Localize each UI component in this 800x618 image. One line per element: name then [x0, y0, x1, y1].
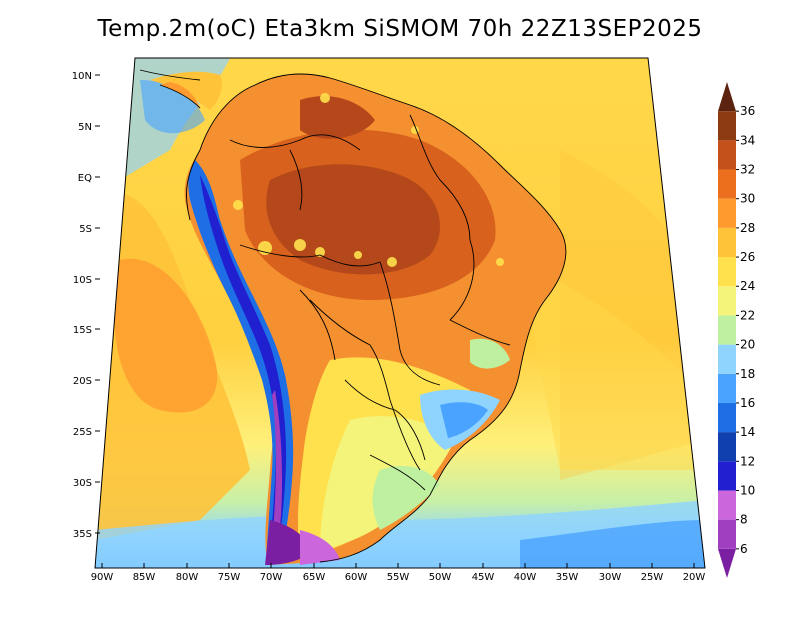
- lon-label: 45W: [472, 572, 495, 583]
- colorbar-label: 34: [740, 133, 755, 147]
- colorbar-box: [718, 140, 736, 170]
- colorbar-label: 26: [740, 250, 755, 264]
- colorbar-box: [718, 344, 736, 374]
- colorbar-box: [718, 315, 736, 345]
- lon-label: 80W: [176, 572, 199, 583]
- colorbar-label: 30: [740, 192, 755, 206]
- lon-label: 25W: [641, 572, 664, 583]
- lat-axis: [95, 74, 100, 534]
- colorbar-box: [718, 227, 736, 258]
- lon-label: 85W: [133, 572, 156, 583]
- colorbar-label: 32: [740, 163, 755, 177]
- lat-label: 25S: [73, 427, 92, 438]
- lon-label: 90W: [91, 572, 114, 583]
- colorbar-label: 12: [740, 454, 755, 468]
- temperature-field: [95, 58, 705, 568]
- colorbar-label: 10: [740, 483, 755, 497]
- lat-label: 35S: [73, 529, 92, 540]
- lat-label: 15S: [73, 325, 92, 336]
- colorbar-label: 24: [740, 279, 755, 293]
- colorbar-box: [718, 257, 736, 287]
- colorbar-box: [718, 490, 736, 520]
- colorbar-arrow-bottom: [718, 548, 736, 578]
- colorbar-box: [718, 198, 736, 228]
- colorbar-label: 14: [740, 425, 755, 439]
- colorbar-label: 18: [740, 367, 755, 381]
- colorbar-label: 20: [740, 338, 755, 352]
- colorbar-box: [718, 402, 736, 433]
- lon-axis: [101, 563, 695, 568]
- colorbar-label: 16: [740, 396, 755, 410]
- lon-label: 60W: [345, 572, 368, 583]
- lon-label: 65W: [303, 572, 326, 583]
- lon-label: 70W: [260, 572, 283, 583]
- colorbar-box: [718, 169, 736, 199]
- colorbar-label: 28: [740, 221, 755, 235]
- lat-label: EQ: [78, 173, 92, 184]
- lon-label: 50W: [429, 572, 452, 583]
- map-frame: [94, 57, 706, 569]
- lon-label: 30W: [599, 572, 622, 583]
- colorbar-box: [718, 111, 736, 141]
- lon-label: 75W: [218, 572, 241, 583]
- lon-label: 35W: [556, 572, 579, 583]
- lon-label: 55W: [387, 572, 410, 583]
- colorbar-box: [718, 286, 736, 316]
- country-borders: [139, 69, 567, 563]
- colorbar-box: [718, 519, 736, 549]
- colorbar-ticks: [736, 110, 739, 550]
- lat-label: 10N: [72, 71, 92, 82]
- lon-label: 40W: [514, 572, 537, 583]
- colorbar-labels: 6 8 10 12 14 16 18 20 22 24 26 28 30 32 34 36: [740, 104, 755, 556]
- lon-labels: 90W 85W 80W 75W 70W 65W 60W 55W 50W 45W …: [91, 572, 706, 583]
- colorbar-label: 36: [740, 104, 755, 118]
- lat-label: 20S: [73, 376, 92, 387]
- lat-label: 5S: [79, 224, 92, 235]
- map-title: Temp.2m(oC) Eta3km SiSMOM 70h 22Z13SEP20…: [97, 16, 703, 42]
- lon-label: 20W: [683, 572, 706, 583]
- colorbar-box: [718, 373, 736, 403]
- colorbar: 6 8 10 12 14 16 18 20 22 24 26 28 30 32 34 36: [718, 82, 755, 578]
- colorbar-label: 22: [740, 308, 755, 322]
- lat-label: 10S: [73, 275, 92, 286]
- lat-label: 5N: [78, 122, 92, 133]
- colorbar-box: [718, 461, 736, 491]
- colorbar-arrow-top: [718, 82, 736, 112]
- colorbar-box: [718, 432, 736, 462]
- colorbar-boxes: [718, 82, 736, 578]
- colorbar-label: 6: [740, 542, 748, 556]
- colorbar-label: 8: [740, 513, 748, 527]
- lat-label: 30S: [73, 478, 92, 489]
- lat-labels: 10N 5N EQ 5S 10S 15S 20S 25S 30S 35S: [72, 71, 92, 540]
